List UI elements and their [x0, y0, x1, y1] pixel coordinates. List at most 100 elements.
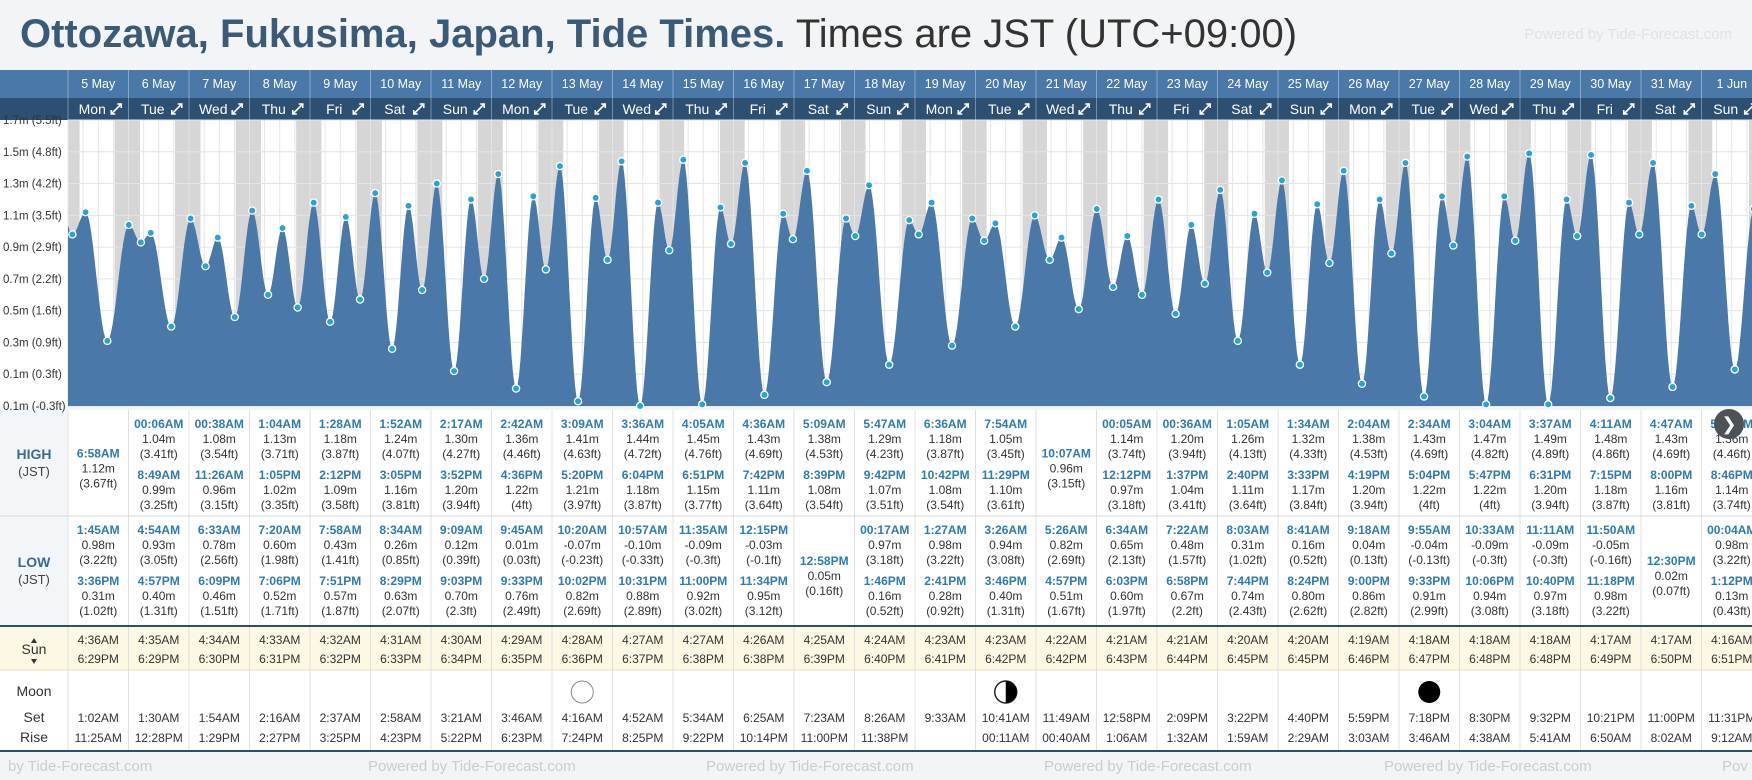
high-tide-height-ft: (3.15ft) — [200, 498, 238, 512]
low-tide-height-ft: (-0.23ft) — [561, 553, 603, 567]
low-tide-height-m: -0.07m — [564, 538, 601, 552]
moonrise-time: 11:25AM — [75, 731, 122, 745]
low-tide-height-ft: (2.13ft) — [1108, 553, 1146, 567]
tide-extreme-point — [1481, 400, 1491, 409]
low-tide-height-m: 0.67m — [1171, 589, 1204, 603]
tide-extreme-point — [1137, 290, 1147, 300]
sunrise-time: 4:17AM — [1651, 633, 1692, 647]
expand-day-icon — [1501, 103, 1514, 115]
day-weekday-label: Mon — [1349, 101, 1376, 117]
tide-extreme-point — [653, 198, 663, 207]
low-tide-height-ft: (0.07ft) — [1652, 584, 1690, 598]
footer-credit-right: Pov — [1722, 758, 1748, 775]
tide-extreme-point — [1215, 185, 1225, 195]
low-tide-height-m: 0.65m — [1110, 538, 1143, 552]
high-tide-height-m: 1.14m — [1715, 483, 1748, 497]
day-weekday-label: Sat — [384, 101, 405, 117]
high-tide-height-m: 1.11m — [1232, 483, 1264, 497]
sunset-time: 6:29PM — [78, 652, 119, 666]
sunrise-time: 4:36AM — [78, 633, 119, 647]
high-tide-height-m: 1.02m — [263, 483, 296, 497]
low-tide-height-ft: (1.67ft) — [1047, 604, 1085, 618]
tide-extreme-point — [432, 179, 442, 188]
high-tide-time: 7:42PM — [743, 468, 785, 482]
moonset-time: 11:31PM — [1708, 711, 1752, 725]
weekday-header-bar — [0, 98, 1752, 120]
high-tide-height-ft: (3.94ft) — [1531, 498, 1569, 512]
low-tide-height-ft: (2.07ft) — [382, 604, 420, 618]
sunrise-time: 4:16AM — [1711, 633, 1752, 647]
tide-extreme-point — [1462, 152, 1472, 161]
high-tide-time: 8:46PM — [1711, 468, 1752, 482]
high-tide-height-m: 1.38m — [808, 432, 841, 446]
tide-extreme-point — [573, 396, 583, 406]
low-tide-time: 8:34AM — [379, 523, 422, 537]
tide-extreme-point — [1668, 382, 1677, 392]
page-title: Ottozawa, Fukusima, Japan, Tide Times. T… — [20, 12, 1297, 57]
sun-row-label: Sun — [22, 641, 47, 657]
high-tide-height-ft: (3.87ft) — [321, 447, 359, 461]
low-tide-height-ft: (-0.3ft) — [1472, 553, 1507, 567]
high-tide-time: 3:37AM — [1529, 417, 1572, 431]
low-tide-time: 9:45AM — [500, 523, 543, 537]
day-date-label: 27 May — [1409, 77, 1451, 91]
low-tide-time: 11:18PM — [1587, 574, 1635, 588]
high-tide-height-m: 1.43m — [1413, 432, 1446, 446]
high-tide-time: 6:36AM — [924, 417, 967, 431]
tide-extreme-point — [1697, 230, 1706, 239]
moonset-time: 6:25AM — [743, 711, 784, 725]
high-tide-height-m: 1.09m — [324, 483, 357, 497]
y-tick-label: 0.5m (1.6ft) — [3, 306, 62, 318]
low-tide-time: 6:09PM — [198, 574, 240, 588]
tide-extreme-point — [1437, 192, 1447, 201]
sunset-time: 6:42PM — [985, 652, 1026, 666]
tide-extreme-point — [1606, 393, 1615, 403]
tide-extreme-point — [822, 377, 831, 387]
low-tide-height-m: 0.91m — [1413, 589, 1446, 603]
sunset-time: 6:47PM — [1409, 652, 1450, 666]
sunrise-time: 4:21AM — [1167, 633, 1208, 647]
low-tide-height-m: -0.05m — [1592, 538, 1629, 552]
high-tide-height-m: 1.48m — [1594, 432, 1627, 446]
expand-day-icon — [654, 103, 667, 115]
high-tide-height-ft: (4.13ft) — [1229, 447, 1267, 461]
y-tick-label: 0.7m (2.2ft) — [3, 274, 62, 286]
moonset-time: 1:30AM — [138, 711, 179, 725]
moonrise-time: 3:46AM — [1409, 731, 1450, 745]
high-tide-height-ft: (3.87ft) — [926, 447, 964, 461]
high-tide-height-ft: (4.53ft) — [805, 447, 843, 461]
low-tide-height-ft: (3.18ft) — [866, 553, 904, 567]
sunrise-time: 4:17AM — [1590, 633, 1631, 647]
high-tide-height-ft: (3.54ft) — [926, 498, 964, 512]
day-date-label: 18 May — [864, 77, 906, 91]
high-tide-height-ft: (4.76ft) — [684, 447, 722, 461]
expand-day-icon — [1199, 103, 1212, 115]
moonset-time: 12:58PM — [1103, 711, 1151, 725]
low-tide-height-m: 0.76m — [505, 589, 538, 603]
sunset-time: 6:39PM — [804, 652, 845, 666]
high-tide-height-m: 1.08m — [203, 432, 236, 446]
sunset-time: 6:48PM — [1530, 652, 1571, 666]
half-moon-shadow-icon — [1005, 681, 1017, 703]
moonrise-time: 5:22PM — [441, 731, 482, 745]
tide-extreme-point — [263, 290, 273, 300]
tide-extreme-point — [541, 265, 551, 274]
high-tide-height-m: 1.20m — [1534, 483, 1567, 497]
high-tide-time: 4:11AM — [1590, 417, 1632, 431]
expand-day-icon — [1138, 103, 1151, 115]
high-tide-height-m: 1.43m — [747, 432, 780, 446]
day-weekday-label: Mon — [926, 101, 953, 117]
high-tide-height-m: 1.17m — [1292, 483, 1325, 497]
moonrise-time: 6:23PM — [501, 731, 542, 745]
y-tick-label: 1.5m (4.8ft) — [3, 147, 62, 159]
high-tide-height-m: 1.11m — [748, 483, 780, 497]
high-tide-time: 6:04PM — [622, 468, 664, 482]
next-arrow-icon[interactable]: ❯ — [1714, 409, 1744, 439]
day-date-label: 21 May — [1046, 77, 1088, 91]
tide-extreme-point — [802, 166, 812, 176]
low-tide-height-ft: (3.12ft) — [745, 604, 783, 618]
expand-day-icon — [1562, 103, 1575, 115]
low-tide-time: 7:20AM — [258, 523, 301, 537]
low-tide-height-m: 0.63m — [384, 589, 417, 603]
sunset-time: 6:41PM — [925, 652, 966, 666]
